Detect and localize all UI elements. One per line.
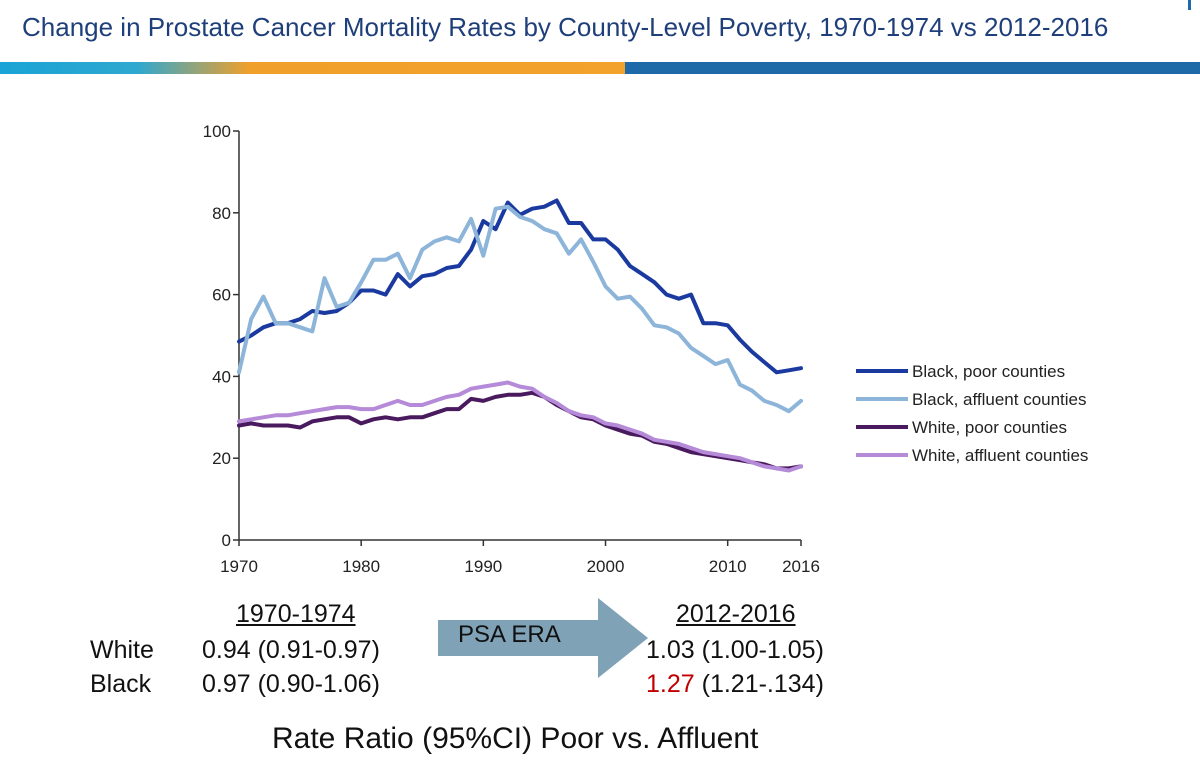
legend-label: White, poor counties	[912, 418, 1067, 437]
header-accent-bar-right	[625, 62, 1200, 74]
black-ratio-2012-ci: (1.21-.134)	[694, 670, 824, 698]
col1-header: 1970-1974	[236, 600, 356, 628]
x-tick-label: 1990	[464, 557, 502, 576]
row-label-white: White	[90, 636, 154, 664]
arrow-shape	[438, 598, 648, 678]
series-line-3	[237, 390, 803, 471]
series-line-2	[237, 204, 803, 414]
header-accent-bar-left	[0, 62, 625, 74]
black-ratio-2012: 1.27 (1.21-.134)	[646, 670, 824, 699]
black-ratio-1970: 0.97 (0.90-1.06)	[202, 670, 380, 698]
psa-era-label: PSA ERA	[458, 621, 561, 648]
white-ratio-2012-ci: (1.00-1.05)	[694, 636, 824, 664]
y-tick-label: 20	[212, 449, 231, 468]
col2-header: 2012-2016	[676, 600, 796, 628]
mortality-line-chart: 0 20 40 60 80 100 1970 1980 1990 2000 2010 2016 Blac…	[203, 122, 1089, 576]
legend-label: Black, affluent counties	[912, 390, 1087, 409]
y-tick-label: 40	[212, 367, 231, 386]
y-tick-label: 100	[203, 122, 231, 141]
x-tick-label: 1970	[220, 557, 258, 576]
rate-ratio-caption: Rate Ratio (95%CI) Poor vs. Affluent	[272, 722, 759, 755]
white-ratio-2012-main: 1.03	[646, 636, 695, 664]
x-tick-label: 2010	[709, 557, 747, 576]
x-tick-label: 1980	[342, 557, 380, 576]
page-title: Change in Prostate Cancer Mortality Rate…	[22, 12, 1109, 42]
series-line-4	[237, 380, 803, 473]
y-tick-label: 60	[212, 286, 231, 305]
y-tick-label: 0	[222, 531, 231, 550]
y-tick-label: 80	[212, 204, 231, 223]
x-tick-label: 2016	[782, 557, 820, 576]
psa-era-arrow: PSA ERA	[438, 598, 648, 678]
legend-label: Black, poor counties	[912, 362, 1065, 381]
x-tick-label: 2000	[587, 557, 625, 576]
legend-label: White, affluent counties	[912, 446, 1088, 465]
white-ratio-1970: 0.94 (0.91-0.97)	[202, 636, 380, 664]
row-label-black: Black	[90, 670, 152, 698]
black-ratio-2012-main: 1.27	[646, 670, 695, 698]
white-ratio-2012: 1.03 (1.00-1.05)	[646, 636, 824, 665]
header-corner-mark	[1188, 0, 1191, 10]
